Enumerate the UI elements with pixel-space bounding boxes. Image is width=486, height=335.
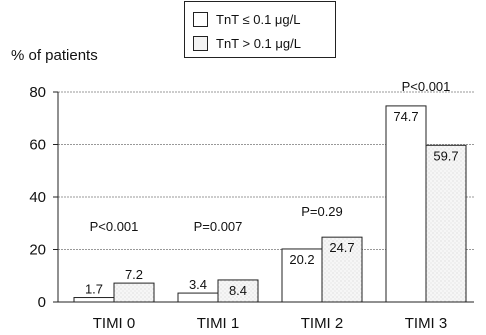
bar-tnt-high	[113, 282, 155, 303]
y-tick-label: 40	[29, 189, 46, 206]
p-value-label: P<0.001	[402, 79, 451, 94]
value-label-tnt-high: 7.2	[125, 267, 143, 282]
legend-swatch-low	[193, 11, 208, 27]
y-tick-label: 60	[29, 137, 46, 154]
legend-swatch-high	[193, 35, 208, 51]
value-label-tnt-high: 24.7	[329, 240, 354, 255]
bar-tnt-high	[425, 144, 467, 303]
x-category-label: TIMI 3	[405, 315, 448, 332]
bar-tnt-low	[281, 248, 323, 303]
value-label-tnt-high: 59.7	[433, 148, 458, 163]
bar-tnt-low	[73, 297, 115, 303]
value-label-tnt-low: 20.2	[289, 252, 314, 267]
y-axis-label: % of patients	[11, 47, 98, 64]
value-label-tnt-low: 3.4	[189, 277, 207, 292]
bar-tnt-low	[385, 105, 427, 303]
x-category-label: TIMI 1	[197, 315, 240, 332]
y-tick-label: 80	[29, 84, 46, 101]
legend-label-low: TnT ≤ 0.1 μg/L	[216, 11, 301, 27]
p-value-label: P=0.29	[301, 204, 343, 219]
legend: TnT ≤ 0.1 μg/L TnT > 0.1 μg/L	[184, 1, 336, 58]
legend-item-high: TnT > 0.1 μg/L	[193, 34, 301, 52]
bar-tnt-low	[177, 292, 219, 303]
x-category-label: TIMI 0	[93, 315, 136, 332]
value-label-tnt-low: 1.7	[85, 282, 103, 297]
p-value-label: P=0.007	[194, 219, 243, 234]
value-label-tnt-high: 8.4	[229, 283, 247, 298]
legend-item-low: TnT ≤ 0.1 μg/L	[193, 10, 300, 28]
y-tick-label: 0	[38, 294, 46, 311]
legend-label-high: TnT > 0.1 μg/L	[216, 35, 301, 51]
y-tick-label: 20	[29, 242, 46, 259]
p-value-label: P<0.001	[90, 219, 139, 234]
bar-tnt-high	[321, 236, 363, 303]
x-category-label: TIMI 2	[301, 315, 344, 332]
value-label-tnt-low: 74.7	[393, 109, 418, 124]
